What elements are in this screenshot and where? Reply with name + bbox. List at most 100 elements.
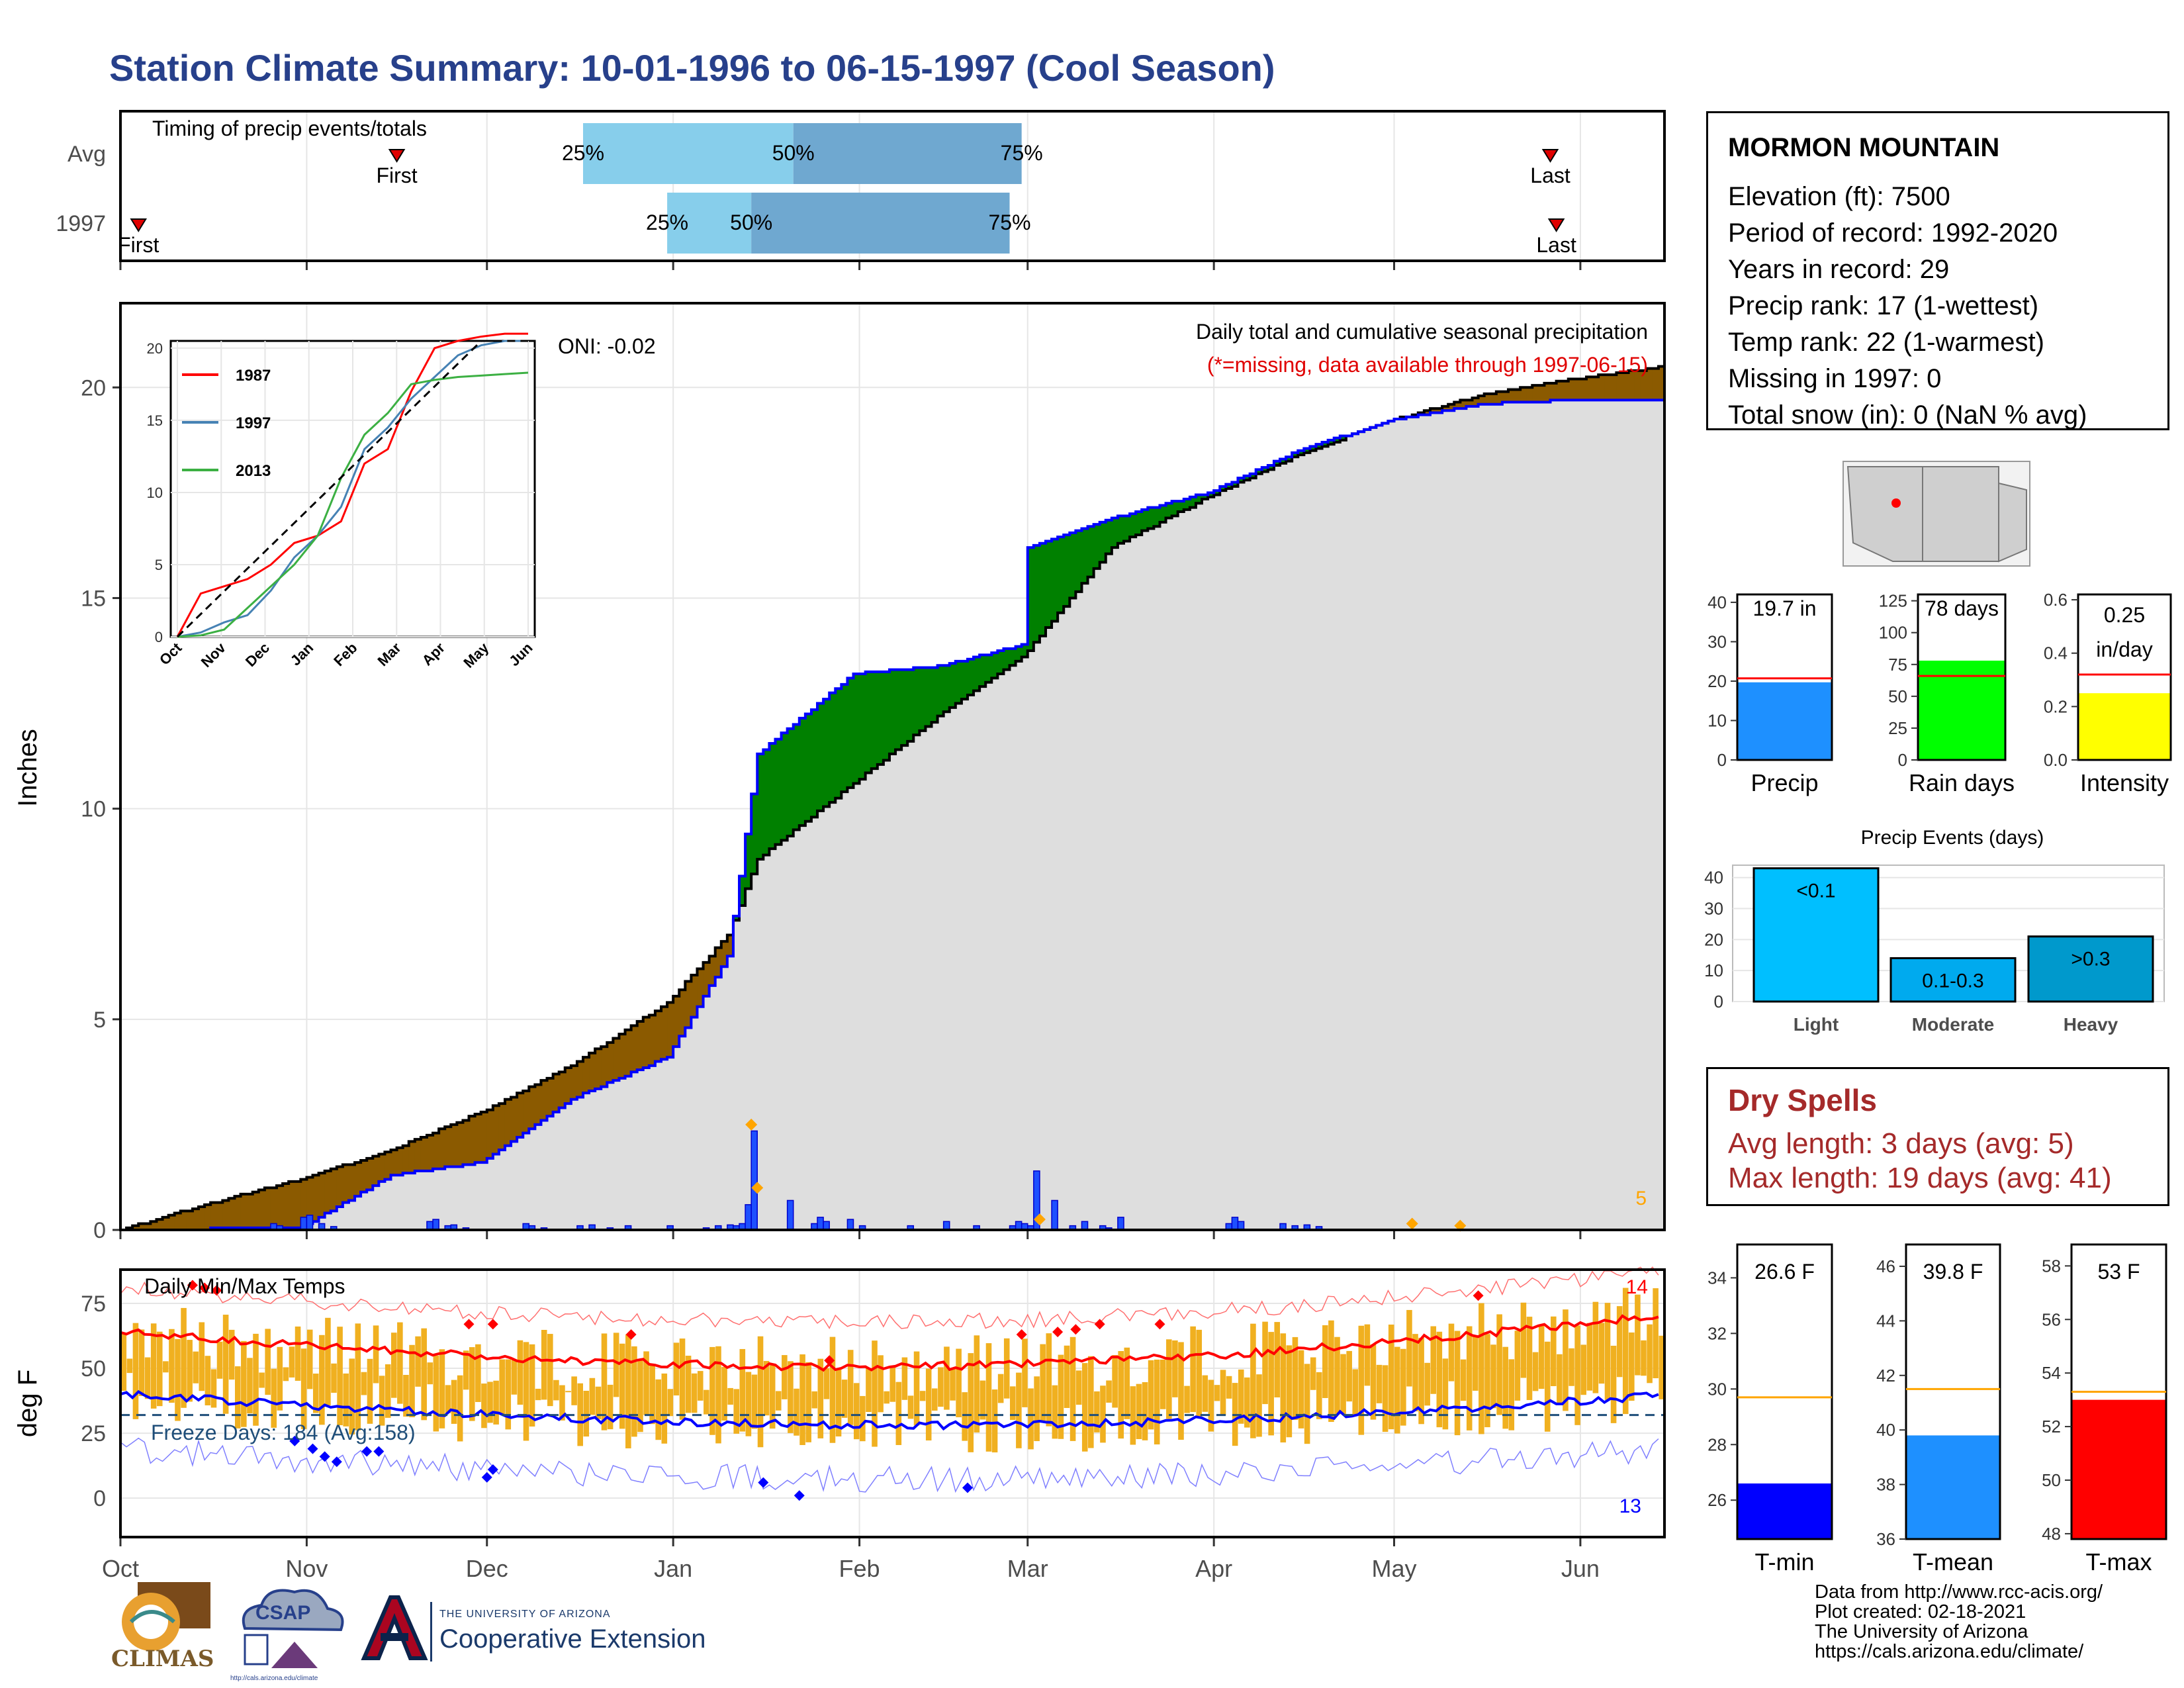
daily-temp-bar [1514,1331,1521,1401]
daily-temp-bar [385,1364,391,1418]
surplus-fill [769,743,776,849]
daily-temp-bar [1352,1369,1359,1415]
precip-ytick-10: 10 [81,797,106,822]
surplus-fill [1298,450,1304,455]
deficit-fill [1634,370,1641,400]
summary-precip-ytick-10: 10 [1707,710,1727,730]
precip-events-ytick-30: 30 [1704,899,1723,919]
deficit-fill [1514,389,1521,402]
daily-temp-bar [1034,1376,1040,1442]
deficit-fill [186,1211,193,1230]
daily-temp-bar [259,1372,265,1388]
deficit-fill [655,1011,662,1062]
timing-first-marker-Avg [388,149,406,163]
deficit-fill [192,1209,199,1230]
region-map [1843,461,2030,567]
record-low-count: 13 [1619,1495,1641,1517]
observed-cumulative-line [120,399,1664,1231]
record-low-marker [481,1472,492,1483]
daily-temp-bar [601,1333,608,1430]
surplus-fill [829,692,836,803]
daily-temp-bar [991,1389,998,1453]
credits-block: Data from http://www.rcc-acis.org/ Plot … [1815,1582,2103,1662]
record-high-line [120,1266,1659,1329]
deficit-fill [625,1029,632,1076]
daily-temp-bar [1358,1325,1365,1435]
surplus-fill [1267,465,1275,470]
credit-university: The University of Arizona [1815,1621,2028,1642]
precip-ytick-5: 5 [93,1008,106,1033]
summary-intensity-bar [2078,693,2171,760]
surplus-fill [811,710,818,818]
daily-temp-bar [697,1371,704,1401]
daily-temp-bar [817,1358,824,1438]
daily-temp-bar [1460,1359,1467,1401]
surplus-fill [1177,501,1185,512]
surplus-fill [1280,459,1287,463]
daily-temp-bar [853,1383,860,1440]
deficit-fill [673,996,680,1047]
daily-precip-bar [1051,1199,1058,1231]
deficit-fill [727,935,734,957]
record-high-marker [1154,1319,1165,1330]
daily-temp-bar [607,1384,614,1430]
deficit-fill [565,1068,572,1104]
surplus-fill [907,669,914,741]
avg-min-line [120,1389,1659,1431]
daily-temp-bar [1088,1356,1094,1448]
deficit-fill [469,1116,476,1165]
daily-temp-bar [1598,1323,1605,1384]
deficit-fill [679,990,686,1037]
surplus-fill [835,688,842,798]
deficit-fill [637,1021,644,1070]
daily-temp-bar [938,1367,944,1407]
daily-temp-bar [1052,1385,1058,1439]
precip-observed-area [120,400,1664,1230]
deficit-fill [1430,408,1437,413]
temp-summary-t-mean-ytick-42: 42 [1876,1366,1895,1385]
daily-temp-bar [1520,1302,1527,1378]
daily-precip-bar [745,1204,752,1231]
credit-source: Data from http://www.rcc-acis.org/ [1815,1581,2103,1603]
deficit-fill [589,1053,596,1091]
station-location-dot [1891,498,1901,508]
daily-temp-bar [1551,1316,1557,1386]
summary-intensity-ytick-0.4: 0.4 [2044,643,2068,663]
daily-temp-bar [631,1346,637,1437]
deficit-fill [511,1097,518,1142]
deficit-fill [1424,410,1431,415]
deficit-fill [649,1015,656,1066]
daily-temp-bar [126,1358,133,1374]
surplus-fill [751,794,758,874]
deficit-fill [451,1124,457,1167]
timing-25-label-Avg: 25% [562,141,604,165]
daily-temp-bar [475,1344,481,1402]
timing-25-label-1997: 25% [646,211,688,234]
daily-temp-bar [1166,1339,1172,1419]
deficit-fill [283,1184,289,1228]
daily-temp-bar [745,1372,752,1436]
daily-temp-bar [216,1341,223,1379]
surplus-fill [1087,526,1095,577]
summary-precip-label: Precip [1751,769,1818,796]
daily-temp-bar [547,1334,553,1407]
deficit-fill [390,1150,398,1176]
daily-temp-bar [1256,1374,1262,1437]
daily-temp-bar [1616,1306,1623,1378]
daily-temp-bar [997,1374,1004,1403]
record-high-marker [463,1319,475,1330]
deficit-fill [1604,375,1611,400]
temp-ytick-50: 50 [81,1356,106,1382]
daily-temp-bar [1262,1321,1268,1405]
daily-temp-bar [782,1355,788,1399]
surplus-fill [1273,461,1281,465]
station-name: MORMON MOUNTAIN [1728,133,2000,162]
daily-temp-bar [511,1360,518,1395]
record-high-marker [1070,1324,1081,1335]
texas-shape [1998,482,2027,563]
new-mexico-shape [1922,466,1999,562]
summary-rain-days-ytick-75: 75 [1888,655,1907,675]
deficit-fill [318,1173,326,1217]
record-low-marker [487,1464,498,1476]
